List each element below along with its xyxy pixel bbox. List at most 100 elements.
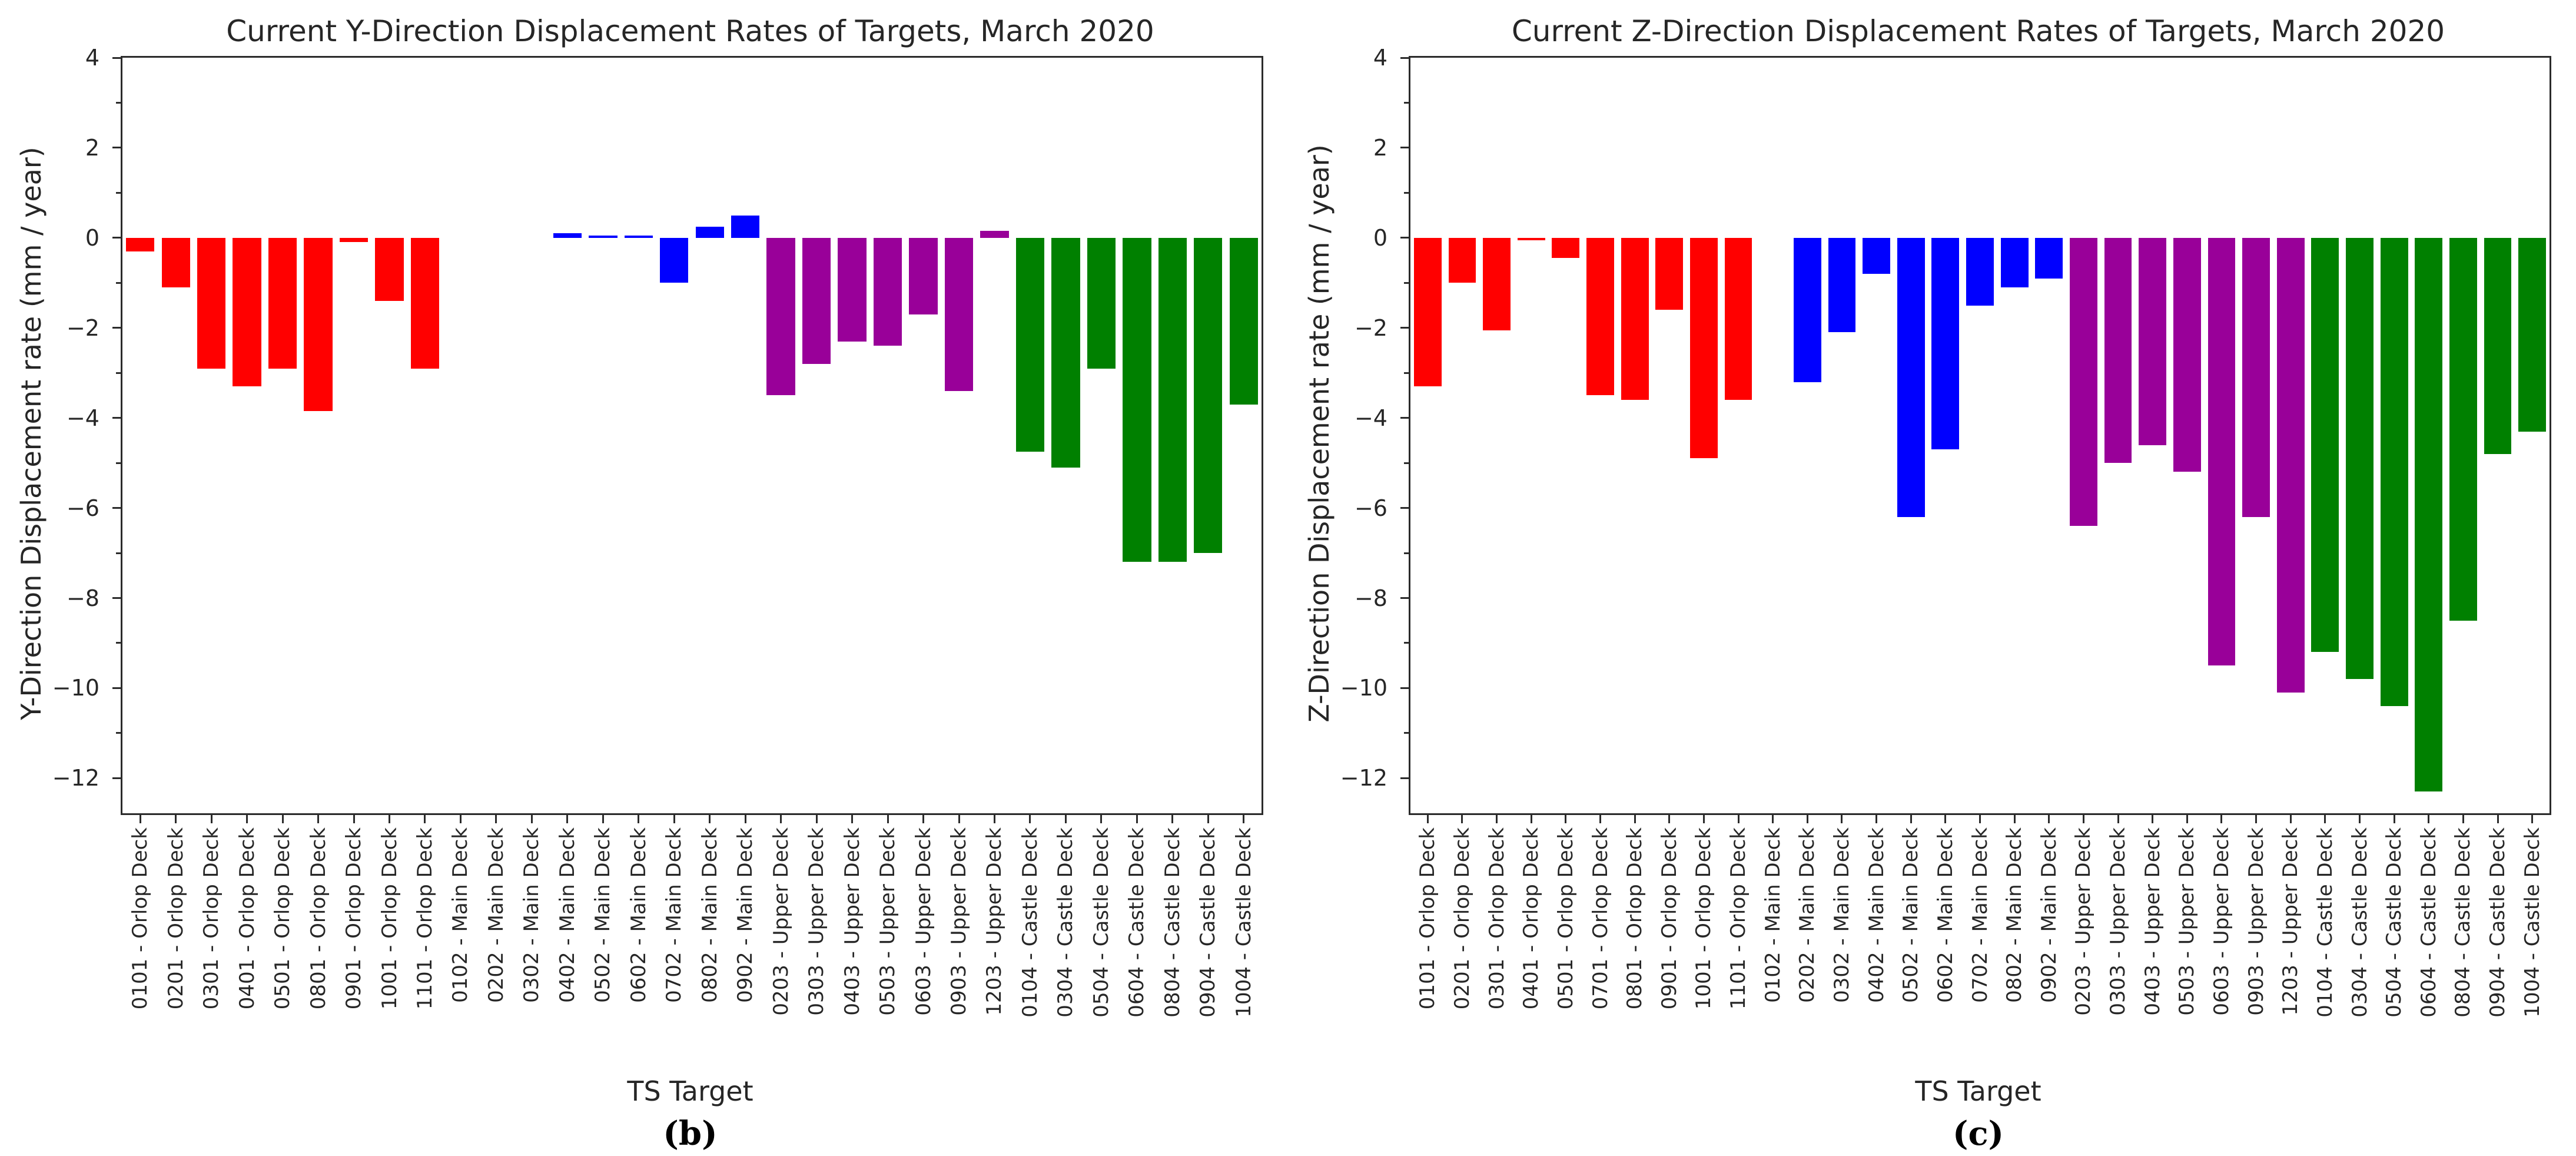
x-tick-label: 0604 - Castle Deck bbox=[1125, 827, 1149, 1018]
bar-0301-orlop-deck bbox=[1483, 237, 1511, 330]
x-tick-label: 1101 - Orlop Deck bbox=[413, 827, 437, 1010]
bar-1101-orlop-deck bbox=[1724, 237, 1752, 400]
x-tick bbox=[1702, 815, 1705, 823]
y-tick-label: 0 bbox=[85, 224, 99, 251]
x-tick-label: 1001 - Orlop Deck bbox=[377, 827, 401, 1010]
x-tick-label: 0901 - Orlop Deck bbox=[342, 827, 366, 1010]
y-tick bbox=[112, 57, 121, 59]
y-minor-tick bbox=[1404, 642, 1409, 644]
bar-0101-orlop-deck bbox=[1413, 237, 1442, 387]
x-tick-label: 0402 - Main Deck bbox=[555, 827, 579, 1003]
bar-0104-castle-deck bbox=[2311, 237, 2339, 652]
bar-1101-orlop-deck bbox=[410, 237, 440, 369]
x-tick bbox=[2220, 815, 2223, 823]
x-tick bbox=[1806, 815, 1808, 823]
x-tick bbox=[1100, 815, 1103, 823]
bar-0202-main-deck bbox=[1793, 237, 1821, 382]
y-tick bbox=[1400, 147, 1409, 149]
x-tick bbox=[210, 815, 213, 823]
x-tick-label: 0301 - Orlop Deck bbox=[200, 827, 224, 1010]
x-tick-label: 0501 - Orlop Deck bbox=[1553, 827, 1578, 1010]
x-tick-label: 0304 - Castle Deck bbox=[2348, 827, 2372, 1018]
bar-0702-main-deck bbox=[1966, 237, 1994, 306]
y-minor-tick bbox=[116, 372, 121, 374]
y-tick-label: −10 bbox=[52, 675, 99, 701]
x-tick bbox=[1599, 815, 1601, 823]
x-tick-label: 0504 - Castle Deck bbox=[1089, 827, 1113, 1018]
x-tick bbox=[353, 815, 355, 823]
x-tick-label: 0802 - Main Deck bbox=[698, 827, 722, 1003]
x-tick bbox=[1737, 815, 1740, 823]
bar-1004-castle-deck bbox=[1229, 237, 1258, 405]
x-tick-label: 0903 - Upper Deck bbox=[947, 827, 971, 1016]
x-tick-label: 0304 - Castle Deck bbox=[1054, 827, 1078, 1018]
x-tick bbox=[2255, 815, 2258, 823]
bar-0201-orlop-deck bbox=[1448, 237, 1476, 283]
x-tick bbox=[1207, 815, 1209, 823]
x-tick bbox=[1910, 815, 1912, 823]
x-tick-label: 0503 - Upper Deck bbox=[2175, 827, 2199, 1016]
x-tick-label: 1203 - Upper Deck bbox=[982, 827, 1007, 1016]
x-tick-label: 0401 - Orlop Deck bbox=[1519, 827, 1543, 1010]
y-tick-label: −8 bbox=[66, 585, 99, 611]
bar-0201-orlop-deck bbox=[161, 237, 190, 287]
bar-1001-orlop-deck bbox=[375, 237, 404, 301]
x-tick-label: 1004 - Castle Deck bbox=[2520, 827, 2544, 1018]
x-tick bbox=[530, 815, 533, 823]
y-tick-label: 4 bbox=[1373, 45, 1387, 71]
x-tick bbox=[1944, 815, 1947, 823]
bar-0903-upper-deck bbox=[2242, 237, 2270, 517]
x-tick bbox=[2324, 815, 2326, 823]
x-tick-label: 0604 - Castle Deck bbox=[2416, 827, 2441, 1018]
bar-0403-upper-deck bbox=[838, 237, 867, 342]
bar-0502-main-deck bbox=[589, 236, 618, 238]
x-tick bbox=[815, 815, 818, 823]
x-tick bbox=[1029, 815, 1031, 823]
y-tick-label: −2 bbox=[66, 314, 99, 341]
x-tick bbox=[2289, 815, 2292, 823]
chart-title: Current Z-Direction Displacement Rates o… bbox=[1511, 14, 2445, 48]
bar-0603-upper-deck bbox=[2207, 237, 2236, 666]
panel-y-direction: Current Y-Direction Displacement Rates o… bbox=[15, 14, 1263, 1153]
x-tick bbox=[317, 815, 320, 823]
bar-0604-castle-deck bbox=[1123, 237, 1151, 562]
bar-0203-upper-deck bbox=[766, 237, 795, 396]
y-tick bbox=[112, 327, 121, 329]
x-tick-label: 0301 - Orlop Deck bbox=[1485, 827, 1509, 1010]
x-tick bbox=[281, 815, 284, 823]
y-minor-tick bbox=[116, 642, 121, 644]
x-tick bbox=[958, 815, 960, 823]
bar-0602-main-deck bbox=[624, 236, 653, 238]
y-tick bbox=[1400, 597, 1409, 599]
x-tick bbox=[2393, 815, 2395, 823]
bar-0403-upper-deck bbox=[2139, 237, 2167, 445]
plot-area-z-direction: 4 2 0 −2 −4 −6 −8 −10 −12 0101 - Orlop Deck 0201 -… bbox=[1340, 45, 2551, 1018]
x-tick bbox=[1668, 815, 1671, 823]
x-tick bbox=[389, 815, 391, 823]
panel-z-direction: Current Z-Direction Displacement Rates o… bbox=[1288, 0, 2576, 1156]
y-tick-label: −4 bbox=[1354, 405, 1387, 431]
bar-0503-upper-deck bbox=[2173, 237, 2201, 472]
y-tick-label: −12 bbox=[1340, 765, 1387, 791]
y-minor-tick bbox=[116, 281, 121, 284]
x-tick-label: 0402 - Main Deck bbox=[1864, 827, 1888, 1003]
bar-0802-main-deck bbox=[695, 226, 724, 238]
x-tick-label: 0403 - Upper Deck bbox=[840, 827, 864, 1016]
x-tick-label: 0804 - Castle Deck bbox=[1160, 827, 1184, 1018]
x-tick-label: 1101 - Orlop Deck bbox=[1727, 827, 1751, 1010]
x-tick bbox=[459, 815, 462, 823]
x-tick bbox=[2497, 815, 2499, 823]
y-minor-tick bbox=[116, 732, 121, 734]
x-tick-label: 0303 - Upper Deck bbox=[2106, 827, 2130, 1016]
chart-title: Current Y-Direction Displacement Rates o… bbox=[226, 14, 1154, 48]
x-tick-label: 0102 - Main Deck bbox=[449, 827, 473, 1003]
bar-0501-orlop-deck bbox=[1552, 237, 1580, 259]
x-tick-label: 1203 - Upper Deck bbox=[2279, 827, 2303, 1016]
subplot-caption-b: (b) bbox=[663, 1114, 718, 1153]
plot-area-y-direction: 4 2 0 −2 −4 −6 −8 −10 −12 0101 - Orlop Deck 0201 -… bbox=[52, 45, 1263, 1018]
x-tick-label: 0702 - Main Deck bbox=[662, 827, 686, 1003]
bar-0901-orlop-deck bbox=[339, 237, 369, 243]
x-tick-label: 0201 - Orlop Deck bbox=[164, 827, 188, 1010]
x-tick-label: 0303 - Upper Deck bbox=[805, 827, 829, 1016]
y-minor-tick bbox=[1404, 191, 1409, 194]
